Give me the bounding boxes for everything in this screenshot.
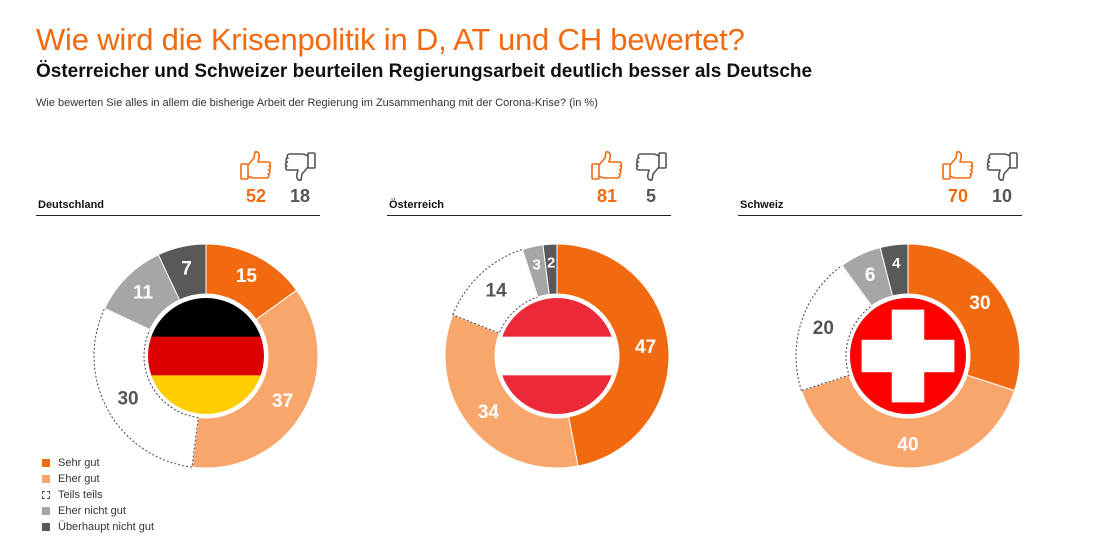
donut-chart-schweiz: 30 40 20 64	[795, 243, 1021, 469]
data-label: 3	[533, 257, 541, 274]
slice-eher-gut	[800, 374, 1016, 469]
panel-deutschland: Deutschland 52 18 15 37 30 11 7	[36, 148, 336, 488]
slice-ueberhaupt-nicht-gut	[542, 243, 558, 296]
country-name: Österreich	[389, 199, 445, 211]
data-label: 20	[813, 318, 834, 339]
panel-header: Österreich 81 5	[387, 148, 671, 216]
legend-swatch	[42, 475, 50, 483]
data-label: 30	[969, 293, 990, 314]
legend-item: Teils teils	[42, 487, 154, 503]
thumbs-up-icon	[591, 151, 623, 180]
panel-header: Deutschland 52 18	[36, 148, 320, 216]
negative-total: 18	[289, 186, 311, 206]
thumbs-down-icon	[635, 152, 667, 181]
negative-total: 5	[645, 186, 656, 206]
slice-teils-teils	[452, 248, 539, 334]
data-label: 15	[236, 266, 258, 287]
legend-label: Überhaupt nicht gut	[58, 521, 155, 533]
negative-total: 10	[991, 186, 1013, 206]
positive-total: 52	[245, 186, 267, 206]
slice-eher-gut	[444, 314, 579, 469]
legend-swatch	[42, 459, 50, 467]
slice-sehr-gut	[907, 243, 1021, 392]
flag-ch	[850, 298, 966, 414]
data-label: 34	[478, 402, 500, 423]
data-label: 4	[892, 255, 901, 272]
panel-header: Schweiz 70 10	[738, 148, 1022, 216]
positive-total: 70	[947, 186, 969, 206]
legend-item: Überhaupt nicht gut	[42, 519, 154, 535]
legend-swatch	[42, 523, 50, 531]
chart-subtitle: Österreicher und Schweizer beurteilen Re…	[36, 61, 813, 82]
panel-oesterreich: Österreich 81 5 47 34 14 3 2	[387, 148, 687, 488]
survey-question: Wie bewerten Sie alles in allem die bish…	[36, 97, 598, 109]
legend-label: Sehr gut	[58, 457, 100, 469]
legend-label: Eher nicht gut	[58, 505, 126, 517]
legend-swatch	[42, 491, 50, 499]
thumbs-down-icon	[284, 152, 316, 181]
thumbs-up-icon	[942, 151, 974, 180]
flag-at	[499, 298, 615, 414]
slice-teils-teils	[93, 307, 199, 468]
country-name: Schweiz	[740, 199, 784, 211]
data-label: 30	[117, 388, 138, 409]
slice-ueberhaupt-nicht-gut	[879, 243, 909, 297]
data-label: 47	[635, 337, 656, 358]
data-label: 40	[897, 435, 918, 456]
legend-swatch	[42, 507, 50, 515]
slice-eher-gut	[191, 289, 319, 469]
slice-ueberhaupt-nicht-gut	[157, 243, 207, 301]
legend-item: Sehr gut	[42, 455, 154, 471]
data-label: 2	[547, 255, 555, 272]
legend: Sehr gut Eher gut Teils teils Eher nicht…	[42, 455, 154, 535]
flag-de	[148, 298, 264, 414]
thumbs-down-icon	[986, 152, 1018, 181]
panel-schweiz: Schweiz 70 10 30 40 20 6 4	[738, 148, 1038, 488]
legend-item: Eher gut	[42, 471, 154, 487]
data-label: 37	[272, 391, 293, 412]
slice-sehr-gut	[556, 243, 670, 467]
legend-item: Eher nicht gut	[42, 503, 154, 519]
country-name: Deutschland	[38, 199, 105, 211]
data-label: 14	[486, 281, 508, 302]
positive-total: 81	[596, 186, 618, 206]
legend-label: Teils teils	[58, 489, 103, 501]
donut-chart-oesterreich: 47 34 14 3 2	[444, 243, 670, 469]
donut-chart-deutschland: 15 37 30 11 7	[93, 243, 319, 469]
data-label: 11	[133, 283, 154, 304]
data-label: 7	[181, 259, 192, 280]
chart-title: Wie wird die Krisenpolitik in D, AT und …	[36, 22, 745, 57]
data-label: 6	[865, 265, 876, 286]
thumbs-up-icon	[240, 151, 272, 180]
legend-label: Eher gut	[58, 473, 100, 485]
